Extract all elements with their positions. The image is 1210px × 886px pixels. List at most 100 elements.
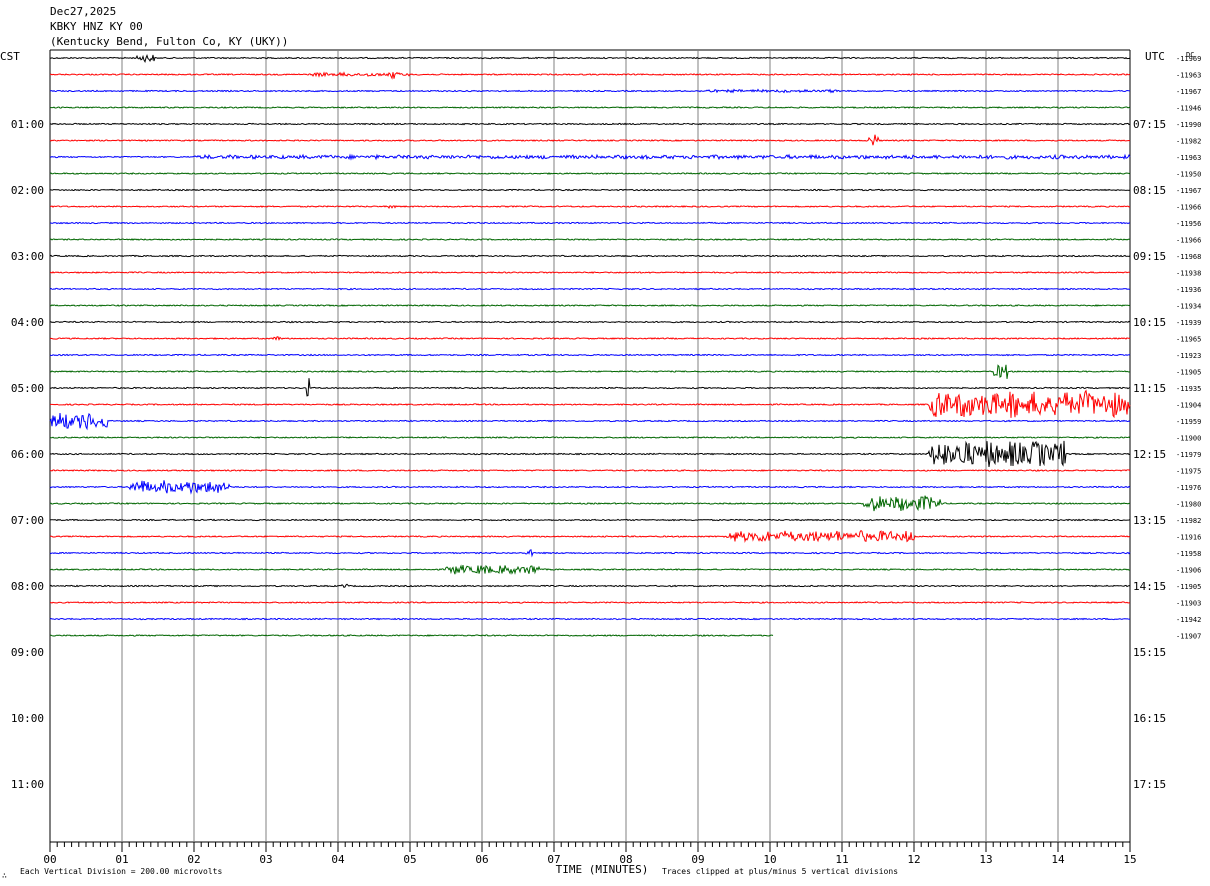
left-hour-label: 05:00 [11, 382, 44, 395]
footer-mark: ∴ [2, 871, 7, 880]
x-tick-label: 14 [1051, 853, 1065, 866]
dc-offset-label: -11982 [1176, 138, 1201, 146]
x-tick-label: 04 [331, 853, 345, 866]
dc-offset-label: -11942 [1176, 616, 1201, 624]
dc-header: DC [1186, 51, 1194, 59]
right-hour-label: 11:15 [1133, 382, 1166, 395]
dc-offset-label: -11963 [1176, 154, 1201, 162]
x-tick-label: 11 [835, 853, 848, 866]
right-hour-label: 17:15 [1133, 778, 1166, 791]
right-hour-label: 09:15 [1133, 250, 1166, 263]
left-hour-label: 02:00 [11, 184, 44, 197]
dc-offset-label: -11975 [1176, 468, 1201, 476]
station-code: KBKY HNZ KY 00 [50, 20, 143, 33]
seismic-trace [49, 529, 1131, 544]
x-tick-label: 00 [43, 853, 56, 866]
seismic-trace [49, 440, 1131, 467]
dc-offset-label: -11936 [1176, 286, 1201, 294]
seismic-traces [49, 54, 1131, 637]
left-hour-label: 11:00 [11, 778, 44, 791]
seismic-trace [49, 549, 1131, 558]
right-hour-label: 13:15 [1133, 514, 1166, 527]
seismic-trace [49, 188, 1131, 192]
seismic-trace [49, 106, 1131, 109]
dc-offset-label: -11905 [1176, 369, 1201, 377]
seismic-trace [49, 518, 1131, 522]
seismic-trace [49, 436, 1131, 439]
seismic-trace [49, 238, 1131, 241]
seismic-trace [49, 564, 1131, 575]
x-axis-title: TIME (MINUTES) [556, 863, 649, 876]
seismic-trace [49, 172, 1131, 175]
left-hour-label: 10:00 [11, 712, 44, 725]
x-tick-label: 08 [619, 853, 632, 866]
seismic-trace [49, 634, 774, 637]
left-hour-label: 04:00 [11, 316, 44, 329]
x-tick-label: 01 [115, 853, 128, 866]
dc-offset-label: -11935 [1176, 385, 1201, 393]
dc-offset-label: -11979 [1176, 451, 1201, 459]
seismic-trace [49, 495, 1131, 512]
seismic-trace [49, 320, 1131, 324]
seismic-trace [50, 221, 1131, 225]
dc-offset-label: -11967 [1176, 88, 1201, 96]
dc-offset-label: -11976 [1176, 484, 1201, 492]
seismic-trace [49, 617, 1131, 621]
right-hour-label: 16:15 [1133, 712, 1166, 725]
right-hour-label: 15:15 [1133, 646, 1166, 659]
x-tick-label: 09 [691, 853, 704, 866]
right-hour-label: 10:15 [1133, 316, 1166, 329]
dc-offset-label: -11906 [1176, 567, 1201, 575]
dc-offset-label: -11956 [1176, 220, 1201, 228]
seismic-trace [49, 122, 1131, 126]
x-tick-label: 15 [1123, 853, 1136, 866]
seismic-trace [49, 336, 1131, 341]
plot-date: Dec27,2025 [50, 5, 117, 18]
x-tick-label: 03 [259, 853, 272, 866]
left-timezone-label: CST [0, 50, 20, 63]
x-tick-label: 13 [979, 853, 992, 866]
seismic-trace [49, 469, 1131, 472]
x-tick-label: 02 [187, 853, 200, 866]
dc-offset-label: -11967 [1176, 187, 1201, 195]
x-tick-label: 07 [547, 853, 560, 866]
grid-lines [49, 49, 1131, 852]
seismic-trace [49, 54, 1131, 63]
left-hour-label: 03:00 [11, 250, 44, 263]
seismic-trace [49, 389, 1131, 419]
x-tick-label: 12 [907, 853, 920, 866]
seismic-trace [49, 412, 1131, 431]
dc-offset-label: -11904 [1176, 402, 1201, 410]
dc-offset-label: -11968 [1176, 253, 1201, 261]
dc-offset-label: -11969 [1176, 55, 1201, 63]
dc-offset-label: -11963 [1176, 72, 1201, 80]
station-location: (Kentucky Bend, Fulton Co, KY (UKY)) [50, 35, 289, 48]
left-hour-label: 01:00 [11, 118, 44, 131]
vertical-division-note: Each Vertical Division = 200.00 microvol… [20, 867, 222, 876]
seismic-trace [49, 153, 1131, 161]
dc-offset-label: -11923 [1176, 352, 1201, 360]
dc-offset-label: -11950 [1176, 171, 1201, 179]
right-hour-label: 08:15 [1133, 184, 1166, 197]
seismic-trace [49, 378, 1131, 397]
seismic-trace [49, 205, 1131, 209]
x-tick-label: 06 [475, 853, 488, 866]
dc-offset-label: -11959 [1176, 418, 1201, 426]
dc-offset-label: -11982 [1176, 517, 1201, 525]
right-timezone-label: UTC [1145, 50, 1165, 63]
seismic-trace [49, 71, 1131, 80]
seismic-trace [49, 254, 1131, 258]
dc-offset-label: -11966 [1176, 237, 1201, 245]
dc-offset-label: -11903 [1176, 600, 1201, 608]
seismic-trace [49, 134, 1131, 146]
right-hour-label: 07:15 [1133, 118, 1166, 131]
dc-offset-label: -11907 [1176, 633, 1201, 641]
dc-offset-label: -11965 [1176, 336, 1201, 344]
dc-offset-label: -11966 [1176, 204, 1201, 212]
x-tick-label: 05 [403, 853, 416, 866]
dc-offset-label: -11900 [1176, 435, 1201, 443]
seismic-trace [49, 364, 1131, 379]
left-hour-label: 07:00 [11, 514, 44, 527]
right-hour-label: 14:15 [1133, 580, 1166, 593]
right-hour-label: 12:15 [1133, 448, 1166, 461]
